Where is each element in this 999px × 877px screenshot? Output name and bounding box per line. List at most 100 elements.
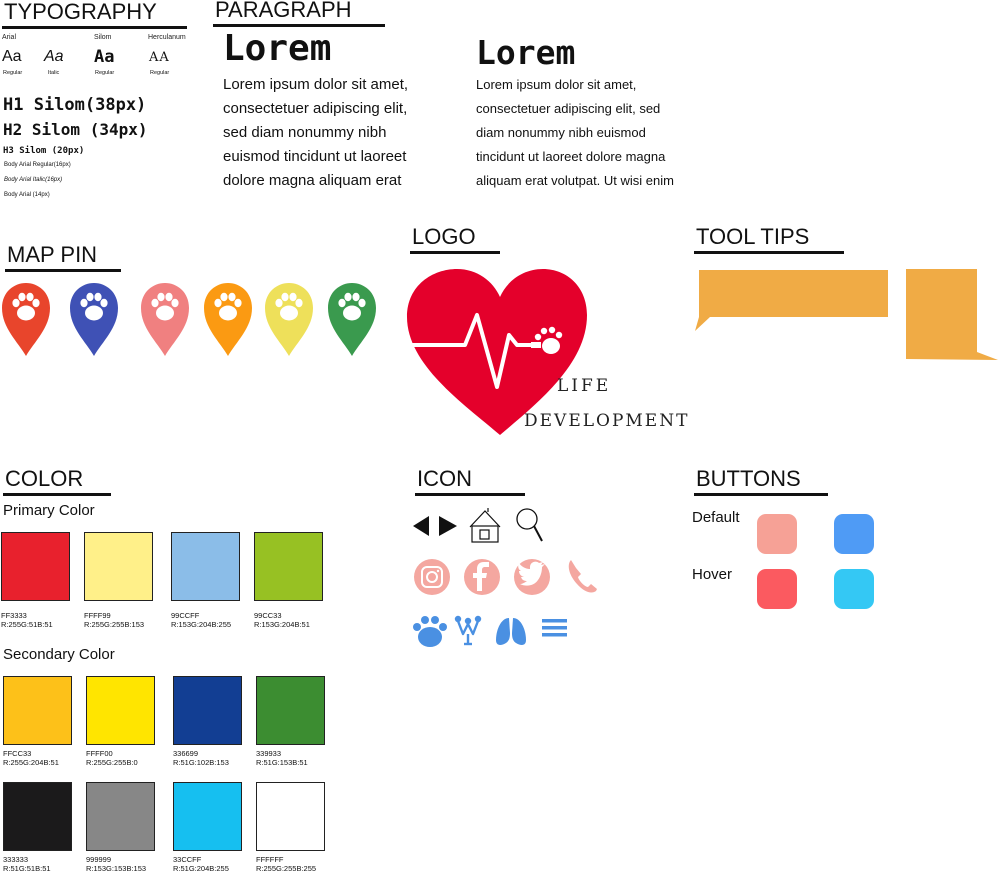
tooltip-shapes	[690, 265, 999, 365]
font-sample-silom: Aa	[94, 47, 115, 67]
facebook-icon[interactable]	[464, 559, 500, 595]
map-pin-icon	[204, 283, 252, 356]
font-name-arial: Arial	[2, 34, 17, 41]
paragraph-line: diam nonummy nibh euismod	[476, 125, 646, 140]
map-pin-icon	[2, 283, 50, 356]
paragraph-line: consectetuer adipiscing elit,	[223, 100, 408, 117]
font-sample-herculanum: AA	[149, 50, 170, 65]
lungs-icon[interactable]	[496, 618, 526, 645]
font-style-arial: Regular	[3, 70, 23, 76]
hover-button-cyan[interactable]	[834, 569, 874, 609]
map-pin-icon	[141, 283, 189, 356]
paragraph-title: PARAGRAPH	[213, 0, 385, 27]
arrow-right-icon[interactable]	[439, 516, 457, 536]
color-swatch	[254, 532, 323, 601]
paragraph-col1-text: Lorem ipsum dolor sit amet, consectetuer…	[223, 73, 463, 193]
search-icon[interactable]	[516, 508, 543, 542]
color-swatch	[84, 532, 153, 601]
color-swatch-label: 333333 R:51G:51B:51	[3, 855, 51, 873]
map-pin-icon	[70, 283, 118, 356]
map-pins-svg	[2, 283, 376, 356]
font-name-herculanum: Herculanum	[148, 34, 186, 41]
logo-text-development: DEVELOPMENT	[524, 411, 690, 431]
heading-h1-sample: H1 Silom(38px)	[3, 95, 147, 115]
default-label: Default	[692, 509, 740, 526]
paragraph-col2-text: Lorem ipsum dolor sit amet, consectetuer…	[476, 73, 736, 193]
color-swatch-label: 99CC33 R:153G:204B:51	[254, 611, 310, 629]
color-swatch	[3, 782, 72, 851]
map-pin-icon	[328, 283, 376, 356]
color-swatch	[173, 782, 242, 851]
paragraph-line: tincidunt ut laoreet dolore magna	[476, 149, 666, 164]
primary-color-label: Primary Color	[3, 502, 95, 519]
paragraph-line: Lorem ipsum dolor sit amet,	[223, 76, 409, 93]
hover-button-red[interactable]	[757, 569, 797, 609]
color-swatch-label: FFFF00 R:255G:255B:0	[86, 749, 138, 767]
icon-grid	[410, 505, 610, 650]
color-swatch	[256, 676, 325, 745]
paragraph-col2-heading: Lorem	[476, 33, 576, 72]
paw-icon[interactable]	[413, 616, 447, 647]
font-sample-arial: Aa	[2, 48, 22, 65]
paragraph-col1-heading: Lorem	[223, 28, 332, 69]
logo	[405, 265, 605, 440]
color-swatch	[86, 782, 155, 851]
instagram-icon[interactable]	[414, 559, 450, 595]
color-swatch	[1, 532, 70, 601]
map-pin-row	[0, 282, 400, 362]
icon-title: ICON	[415, 467, 525, 496]
body-small-sample: Body Arial (14px)	[4, 192, 50, 198]
menu-icon[interactable]	[542, 619, 567, 637]
color-swatch-label: 336699 R:51G:102B:153	[173, 749, 229, 767]
font-style-silom: Regular	[95, 70, 115, 76]
color-swatch-label: 33CCFF R:51G:204B:255	[173, 855, 229, 873]
color-title: COLOR	[3, 467, 111, 496]
default-button-blue[interactable]	[834, 514, 874, 554]
tooltips-title: TOOL TIPS	[694, 225, 844, 254]
map-pin-title: MAP PIN	[5, 243, 121, 272]
home-icon[interactable]	[469, 508, 501, 543]
color-swatch-label: FFCC33 R:255G:204B:51	[3, 749, 59, 767]
font-style-italic: Italic	[48, 70, 60, 76]
color-swatch	[173, 676, 242, 745]
color-swatch	[256, 782, 325, 851]
color-swatch-label: 99CCFF R:153G:204B:255	[171, 611, 232, 629]
body-italic-sample: Body Arial Italic(16px)	[4, 177, 63, 183]
logo-text-life: LIFE	[557, 376, 612, 396]
paragraph-line: dolore magna aliquam erat	[223, 172, 402, 189]
paragraph-line: sed diam nonummy nibh	[223, 124, 387, 141]
buttons-title: BUTTONS	[694, 467, 828, 496]
tooltip-svg	[695, 269, 998, 360]
twitter-icon[interactable]	[514, 559, 550, 595]
paragraph-line: consectetuer adipiscing elit, sed	[476, 101, 661, 116]
font-name-silom: Silom	[94, 34, 112, 41]
map-pin-icon	[265, 283, 313, 356]
color-swatch	[86, 676, 155, 745]
default-button-salmon[interactable]	[757, 514, 797, 554]
color-swatch-label: 339933 R:51G:153B:51	[256, 749, 308, 767]
phone-icon[interactable]	[568, 560, 597, 593]
font-style-herculanum: Regular	[150, 70, 170, 76]
paragraph-line: Lorem ipsum dolor sit amet,	[476, 77, 637, 92]
body-regular-sample: Body Arial Regular(16px)	[4, 162, 71, 168]
font-samples: Arial Aa Regular Aa Italic Silom Aa Regu…	[2, 34, 202, 84]
crown-icon[interactable]	[454, 615, 482, 646]
typography-title: TYPOGRAPHY	[2, 0, 187, 29]
color-swatch-label: FFFF99 R:255G:255B:153	[84, 611, 145, 629]
logo-title: LOGO	[410, 225, 500, 254]
secondary-color-label: Secondary Color	[3, 646, 115, 663]
icons-svg	[413, 508, 597, 647]
heading-h3-sample: H3 Silom (20px)	[3, 146, 85, 156]
color-swatch-label: FF3333 R:255G:51B:51	[1, 611, 53, 629]
heart-logo-icon	[407, 269, 587, 435]
paragraph-line: euismod tincidunt ut laoreet	[223, 148, 407, 165]
arrow-left-icon[interactable]	[413, 516, 429, 536]
color-swatch-label: 999999 R:153G:153B:153	[86, 855, 147, 873]
color-swatch	[3, 676, 72, 745]
font-sample-arial-italic: Aa	[44, 48, 64, 65]
paragraph-line: aliquam erat volutpat. Ut wisi enim	[476, 173, 674, 188]
color-swatch	[171, 532, 240, 601]
hover-label: Hover	[692, 566, 733, 583]
color-swatch-label: FFFFFF R:255G:255B:255	[256, 855, 317, 873]
heading-h2-sample: H2 Silom (34px)	[3, 120, 148, 139]
